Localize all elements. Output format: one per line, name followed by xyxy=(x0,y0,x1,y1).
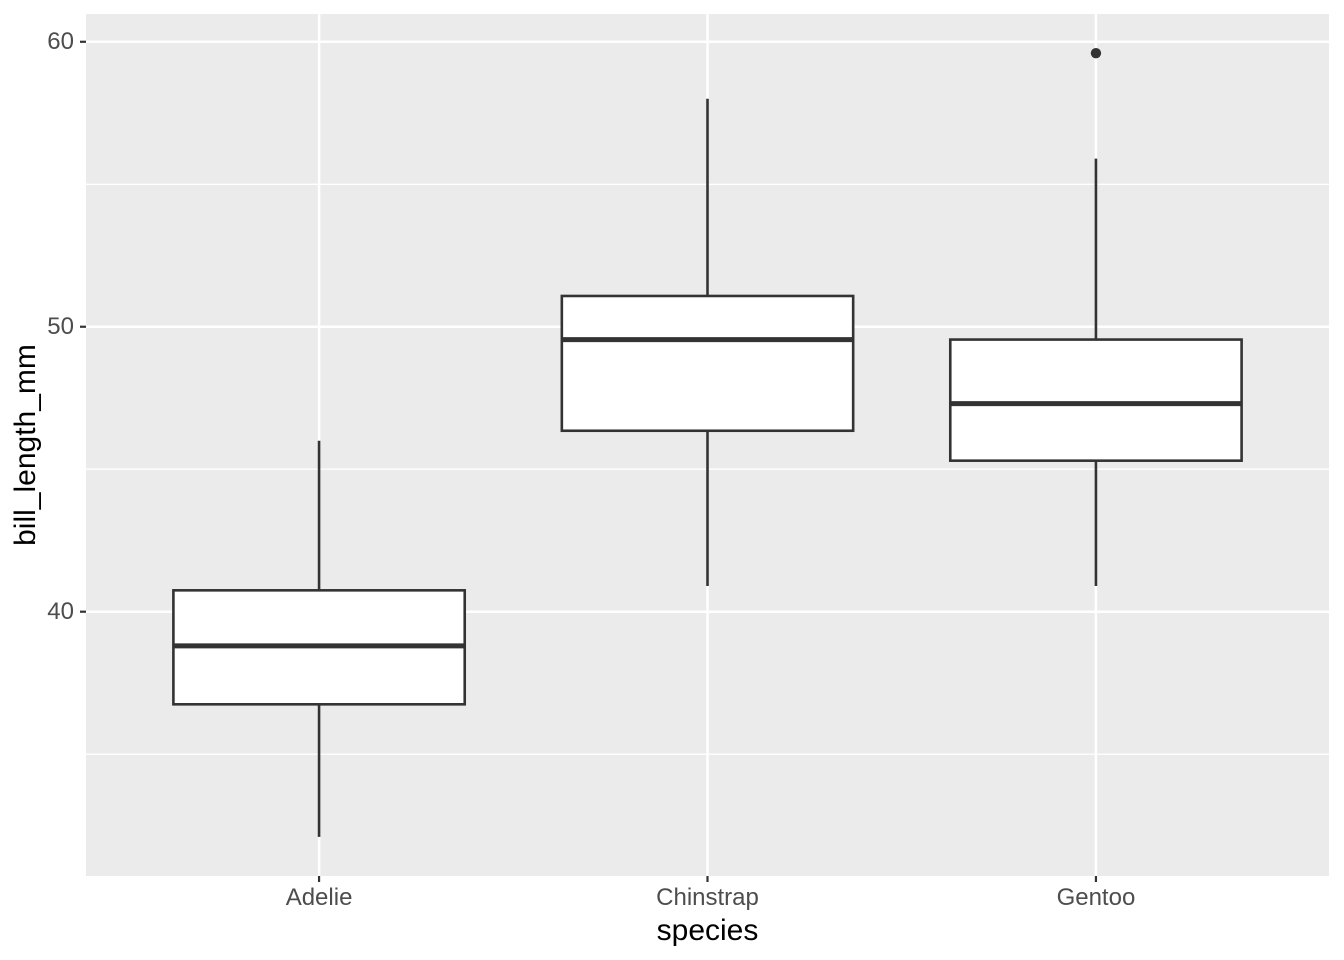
x-tick-label-adelie: Adelie xyxy=(285,884,353,911)
y-tick-label-40: 40 xyxy=(47,597,74,625)
box-chinstrap xyxy=(560,294,855,433)
y-axis-title: bill_length_mm xyxy=(9,344,42,546)
y-tick-label-50: 50 xyxy=(47,312,74,340)
x-tick-label-chinstrap: Chinstrap xyxy=(656,884,759,911)
box-gentoo xyxy=(948,338,1243,462)
x-tick-label-gentoo: Gentoo xyxy=(1056,884,1136,911)
outlier-point-gentoo xyxy=(1090,47,1102,59)
y-tick-label-60: 60 xyxy=(47,27,74,55)
x-axis-title: species xyxy=(656,914,759,947)
